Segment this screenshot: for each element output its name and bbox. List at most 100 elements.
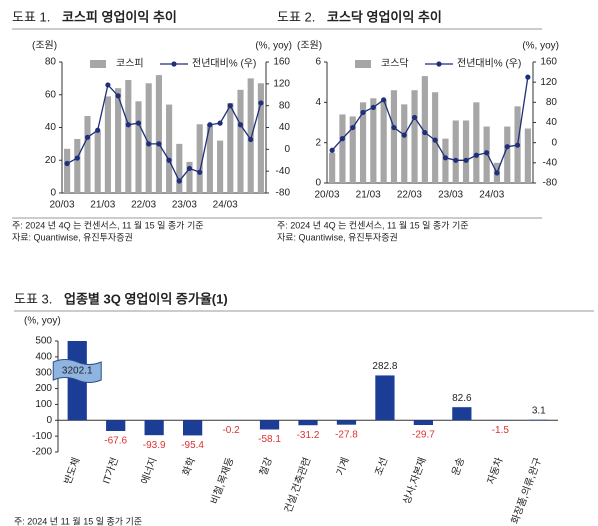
- value-label: 82.6: [452, 393, 472, 404]
- bar: [106, 420, 126, 432]
- marker: [432, 137, 438, 143]
- y-axis-label: (%, yoy): [24, 316, 61, 327]
- marker: [74, 155, 80, 161]
- figure-label: 도표 3.: [14, 291, 52, 306]
- marker: [227, 103, 233, 109]
- bar: [524, 128, 531, 183]
- y-tick-label: 60: [45, 89, 57, 100]
- marker: [84, 134, 91, 140]
- note: 자료: Quantiwise, 유진투자증권: [277, 231, 398, 242]
- marker: [176, 178, 182, 184]
- bar: [155, 75, 162, 193]
- legend-label: 전년대비% (우): [192, 58, 256, 70]
- x-tick-label: IT가전: [100, 456, 121, 486]
- marker: [146, 141, 152, 147]
- marker: [329, 147, 335, 153]
- value-label: -27.8: [335, 429, 358, 440]
- bar: [84, 116, 91, 193]
- bar: [370, 98, 377, 183]
- legend-label: 코스닥: [381, 58, 409, 70]
- marker: [494, 170, 500, 176]
- marker: [237, 122, 244, 128]
- marker: [514, 142, 521, 148]
- x-tick-label: 22/03: [397, 190, 422, 201]
- bar: [462, 120, 470, 183]
- y2-tick-label: 80: [279, 100, 291, 111]
- bar: [380, 100, 387, 183]
- bar: [144, 420, 164, 436]
- value-label: -93.9: [143, 440, 166, 451]
- legend-label: 코스피: [116, 58, 144, 70]
- marker: [370, 104, 376, 110]
- marker: [339, 136, 346, 142]
- figure-label: 도표 1.: [12, 9, 50, 24]
- bar: [411, 90, 418, 183]
- bar: [257, 83, 264, 193]
- bar: [473, 102, 480, 183]
- marker: [125, 122, 131, 128]
- y2-tick-label: 0: [284, 144, 290, 155]
- y2-tick-label: 80: [546, 97, 558, 108]
- bar: [135, 101, 142, 193]
- y-tick-label: 40: [45, 122, 57, 133]
- bar: [421, 76, 428, 183]
- y-axis-label: (조원): [32, 40, 57, 52]
- bar: [183, 420, 203, 436]
- figure-label: 도표 2.: [277, 9, 315, 24]
- bar: [401, 104, 408, 183]
- marker: [401, 132, 407, 138]
- y-tick-label: 0: [315, 178, 321, 189]
- x-tick-label: 22/03: [131, 200, 156, 211]
- bar: [74, 138, 81, 193]
- value-label: -31.2: [297, 430, 320, 441]
- bar: [259, 420, 280, 430]
- y2-axis-label: (%, yoy): [255, 41, 292, 52]
- marker: [484, 150, 490, 156]
- x-tick-label: 24/03: [213, 200, 238, 211]
- x-tick-label: 화학: [180, 456, 198, 477]
- y-tick-label: 400: [35, 351, 52, 362]
- x-tick-label: 20/03: [314, 190, 339, 201]
- y2-tick-label: 160: [540, 57, 557, 68]
- note: 주: 2024 년 4Q 는 컨센서스, 11 월 15 일 종가 기준: [277, 219, 469, 230]
- y-tick-label: 500: [35, 336, 52, 347]
- marker: [95, 127, 101, 133]
- bar: [349, 116, 356, 183]
- legend-label: 전년대비% (우): [457, 58, 521, 70]
- marker: [258, 100, 264, 106]
- value-label: -29.7: [412, 430, 435, 441]
- y-tick-label: 6: [315, 57, 321, 68]
- x-tick-label: 반도체: [62, 456, 83, 486]
- y2-axis-label: (%, yoy): [522, 41, 559, 52]
- y-tick-label: 0: [50, 188, 56, 199]
- x-tick-label: 자동차: [485, 456, 506, 486]
- marker: [360, 109, 366, 116]
- label-box: [52, 359, 102, 383]
- x-tick-label: 철강: [257, 456, 275, 477]
- line: [66, 83, 262, 183]
- y-tick-label: 200: [35, 383, 52, 394]
- marker: [217, 120, 223, 126]
- value-label: -1.5: [492, 425, 510, 436]
- value-label: -67.6: [104, 436, 127, 447]
- note: 자료: Quantiwise, 유진투자증권: [12, 231, 133, 242]
- bar: [186, 161, 193, 193]
- bar: [115, 88, 122, 193]
- marker: [391, 124, 397, 131]
- y2-tick-label: 0: [551, 137, 557, 148]
- x-tick-label: 에너지: [139, 456, 160, 486]
- chart-title: 코스피 영업이익 추이: [62, 9, 177, 24]
- bar: [375, 375, 395, 421]
- chart-title: 코스닥 영업이익 추이: [327, 9, 442, 24]
- y-tick-label: 100: [35, 399, 52, 410]
- marker: [504, 144, 510, 150]
- y2-tick-label: -40: [276, 166, 291, 177]
- y-tick-label: -200: [32, 447, 52, 458]
- x-tick-label: 건설,건축관련: [282, 456, 313, 515]
- bar: [125, 80, 132, 193]
- marker: [463, 157, 469, 163]
- bar: [359, 102, 367, 183]
- marker: [525, 74, 531, 80]
- y-tick-label: -100: [32, 431, 52, 442]
- x-tick-label: 20/03: [49, 200, 74, 211]
